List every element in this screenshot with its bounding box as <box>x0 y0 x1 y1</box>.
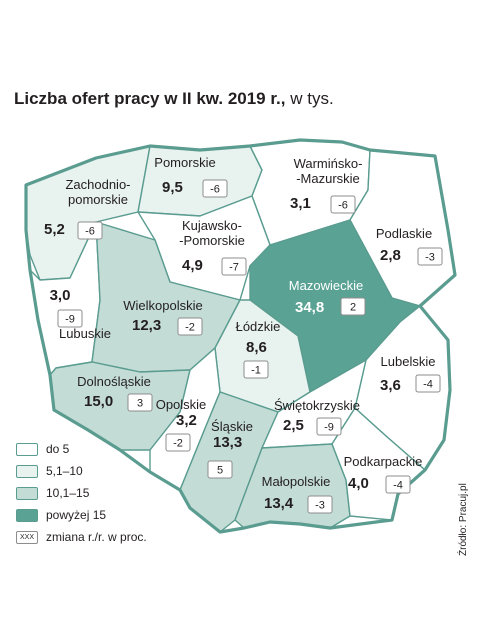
change-box <box>417 247 443 266</box>
legend-item: powyżej 15 <box>16 504 147 526</box>
region-name: Lubuskie <box>59 326 111 341</box>
region-name: Kujawsko--Pomorskie <box>179 218 245 248</box>
change-value: -7 <box>229 262 239 274</box>
change-value: -2 <box>173 438 183 450</box>
region-name: Lubelskie <box>381 354 436 369</box>
change-value: -6 <box>85 226 95 238</box>
region-value: 13,3 <box>213 434 242 451</box>
region-name: Warmińsko--Mazurskie <box>294 156 363 186</box>
region-value: 2,5 <box>283 417 304 434</box>
change-box <box>316 417 342 436</box>
country-outline <box>24 138 457 534</box>
region-name: Śląskie <box>211 419 253 434</box>
title-main: Liczba ofert pracy w II kw. 2019 r., <box>14 89 286 108</box>
change-value: -4 <box>423 379 433 391</box>
region-value: 3,6 <box>380 377 401 394</box>
change-value: -9 <box>324 422 334 434</box>
legend-item: 10,1–15 <box>16 482 147 504</box>
region-value: 13,4 <box>264 495 294 512</box>
legend-label: 5,1–10 <box>46 464 83 478</box>
change-box <box>202 179 228 198</box>
legend-label: 10,1–15 <box>46 486 90 500</box>
region-value: 4,9 <box>182 257 203 274</box>
change-box <box>207 460 233 479</box>
change-box <box>243 360 269 379</box>
change-box <box>127 393 153 412</box>
title-unit: w tys. <box>290 89 334 108</box>
change-box <box>340 297 366 316</box>
region-name: Dolnośląskie <box>77 374 151 389</box>
legend-swatch <box>16 464 38 478</box>
change-value: -6 <box>210 184 220 196</box>
legend-swatch <box>16 486 38 500</box>
region-value: 9,5 <box>162 179 183 196</box>
legend-item: 5,1–10 <box>16 460 147 482</box>
change-value: -2 <box>185 322 195 334</box>
change-box <box>57 309 83 328</box>
region-value: 12,3 <box>132 317 161 334</box>
region-value: 8,6 <box>246 339 267 356</box>
change-box <box>385 475 411 494</box>
change-box <box>165 433 191 452</box>
change-value: -3 <box>425 252 435 264</box>
legend-label: powyżej 15 <box>46 508 107 522</box>
change-box <box>307 495 333 514</box>
change-value: -9 <box>65 314 75 326</box>
region-name: Świętokrzyskie <box>274 398 360 413</box>
region-name: Zachodnio-pomorskie <box>65 177 130 207</box>
region-name: Małopolskie <box>262 474 331 489</box>
legend: do 5 5,1–10 10,1–15 powyżej 15 XXX zmiana… <box>16 438 147 548</box>
change-box <box>415 374 441 393</box>
region-name: Mazowieckie <box>289 278 363 293</box>
legend-item: do 5 <box>16 438 147 460</box>
change-value: -1 <box>251 365 261 377</box>
region-value: 4,0 <box>348 475 369 492</box>
legend-swatch <box>16 442 38 456</box>
region-name: Podkarpackie <box>344 454 423 469</box>
legend-swatch <box>16 508 38 522</box>
source-note: Źródło: Pracuj.pl <box>458 483 469 556</box>
map-title: Liczba ofert pracy w II kw. 2019 r., w t… <box>14 89 334 109</box>
change-value: -3 <box>315 500 325 512</box>
region-name: Opolskie <box>156 397 207 412</box>
change-value: -6 <box>338 200 348 212</box>
region-value: 2,8 <box>380 247 401 264</box>
legend-label: do 5 <box>46 442 70 456</box>
region-name: Łódzkie <box>236 319 281 334</box>
change-value: 2 <box>350 302 356 314</box>
region-value: 3,0 <box>50 287 71 304</box>
change-box <box>77 221 103 240</box>
change-value: 3 <box>137 398 143 410</box>
region-name: Wielkopolskie <box>123 298 202 313</box>
region-value: 34,8 <box>295 299 324 316</box>
change-value: -4 <box>393 480 403 492</box>
legend-label: zmiana r./r. w proc. <box>46 530 147 544</box>
region-value: 3,1 <box>290 195 311 212</box>
legend-item-change: XXX zmiana r./r. w proc. <box>16 526 147 548</box>
legend-change-box: XXX <box>16 530 38 544</box>
region-value: 5,2 <box>44 221 65 238</box>
region-name: Podlaskie <box>376 226 432 241</box>
change-box <box>330 195 356 214</box>
change-value: 5 <box>217 465 223 477</box>
region-name: Pomorskie <box>154 155 215 170</box>
change-box <box>221 257 247 276</box>
change-box <box>177 317 203 336</box>
region-value: 3,2 <box>176 412 197 429</box>
region-value: 15,0 <box>84 393 113 410</box>
